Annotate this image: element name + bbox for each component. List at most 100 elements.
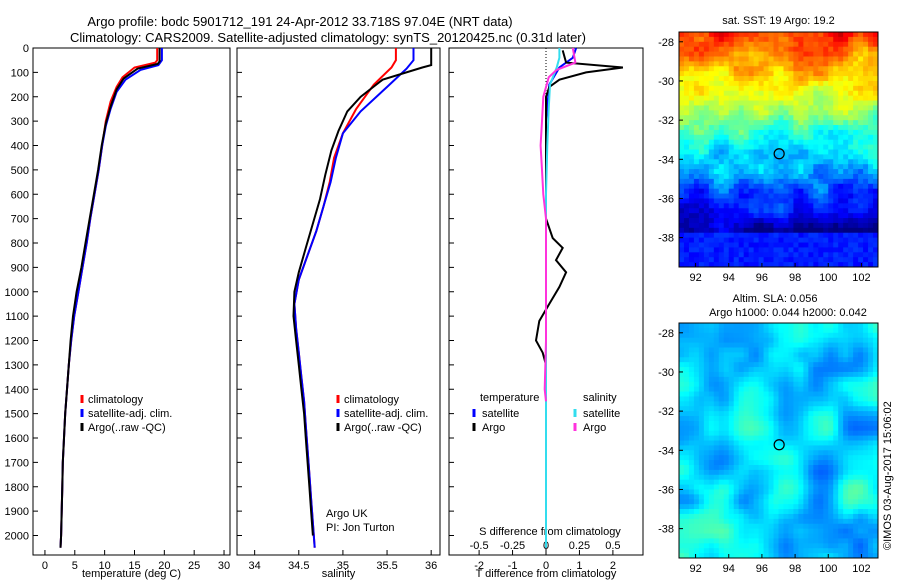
map-cell: [833, 323, 839, 329]
map-cell: [853, 134, 859, 141]
map-cell: [838, 139, 844, 146]
map-cell: [688, 159, 695, 165]
map-cell: [703, 332, 710, 339]
map-cell: [868, 435, 874, 441]
map-cell: [738, 95, 745, 101]
map-cell: [808, 95, 814, 101]
map-cell: [708, 494, 715, 500]
map-cell: [768, 208, 774, 214]
map-cell: [728, 105, 735, 111]
argo-location-marker: [773, 148, 785, 160]
map-cell: [743, 110, 750, 116]
map-cell: [843, 479, 849, 485]
map-cell: [763, 504, 769, 510]
map-cell: [783, 538, 789, 544]
map-cell: [868, 420, 874, 427]
map-cell: [798, 159, 804, 165]
map-cell: [823, 257, 829, 263]
map-cell: [838, 51, 844, 57]
map-cell: [688, 362, 695, 368]
map-cell: [723, 100, 730, 106]
map-cell: [848, 543, 854, 549]
map-cell: [698, 381, 705, 388]
map-cell: [778, 381, 784, 388]
map-cell: [848, 61, 854, 67]
map-cell: [758, 420, 764, 427]
map-cell: [803, 32, 809, 38]
map-cell: [863, 247, 869, 253]
map-cell: [768, 85, 774, 92]
map-cell: [768, 61, 774, 67]
map-cell: [793, 357, 799, 363]
map-cell: [783, 367, 789, 373]
map-cell: [703, 61, 710, 67]
map-cell: [803, 100, 809, 106]
map-cell: [803, 115, 809, 121]
map-cell: [728, 203, 735, 209]
map-cell: [778, 56, 784, 62]
map-cell: [798, 237, 804, 243]
map-cell: [778, 208, 784, 214]
map-cell: [758, 80, 764, 87]
y-tick-label: 1800: [5, 482, 29, 494]
y-tick-label: -32: [658, 406, 674, 418]
map-cell: [763, 406, 769, 412]
map-cell: [758, 90, 764, 97]
map-cell: [818, 139, 824, 146]
map-cell: [718, 376, 725, 383]
map-cell: [833, 222, 839, 229]
map-cell: [698, 411, 705, 417]
map-cell: [823, 342, 829, 348]
map-cell: [813, 66, 819, 72]
map-cell: [743, 76, 750, 82]
map-cell: [868, 242, 874, 248]
map-cell: [683, 401, 690, 407]
map-cell: [738, 391, 745, 397]
map-cell: [818, 164, 824, 170]
map-cell: [833, 237, 839, 243]
map-cell: [728, 509, 735, 515]
map-cell: [713, 198, 720, 204]
map-cell: [753, 362, 760, 368]
map-cell: [808, 208, 814, 214]
map-cell: [798, 474, 804, 481]
map-cell: [778, 553, 784, 559]
map-cell: [863, 533, 869, 539]
map-cell: [753, 56, 760, 62]
map-cell: [693, 85, 700, 92]
map-cell: [743, 464, 750, 471]
map-cell: [788, 347, 794, 353]
map-cell: [708, 337, 715, 343]
map-cell: [703, 144, 710, 150]
x-tick-label: 36: [425, 560, 437, 572]
map-cell: [758, 173, 764, 180]
map-cell: [693, 538, 700, 544]
map-cell: [828, 41, 834, 48]
y-tick-label: 900: [11, 262, 29, 274]
map-cell: [703, 533, 710, 539]
map-cell: [833, 100, 839, 106]
map-cell: [823, 513, 829, 520]
map-cell: [798, 420, 804, 427]
map-cell: [838, 213, 844, 219]
map-cell: [708, 513, 715, 520]
map-cell: [679, 455, 685, 461]
map-cell: [708, 386, 715, 392]
map-cell: [873, 386, 879, 392]
map-cell: [763, 100, 769, 106]
map-cell: [688, 416, 695, 422]
map-cell: [798, 183, 804, 190]
map-cell: [763, 144, 769, 150]
map-cell: [868, 362, 874, 368]
map-cell: [723, 110, 730, 116]
map-cell: [788, 164, 794, 170]
map-cell: [723, 71, 730, 77]
map-cell: [738, 469, 745, 476]
map-cell: [703, 66, 710, 72]
map-cell: [683, 332, 690, 339]
map-cell: [828, 386, 834, 392]
map-cell: [728, 376, 735, 383]
map-cell: [728, 450, 735, 456]
map-cell: [833, 386, 839, 392]
map-cell: [808, 242, 814, 248]
